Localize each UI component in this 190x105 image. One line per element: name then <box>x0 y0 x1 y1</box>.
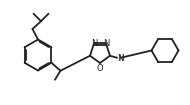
Text: N: N <box>103 39 109 48</box>
Text: H: H <box>119 54 124 63</box>
Text: N: N <box>91 39 97 48</box>
Text: O: O <box>97 64 103 73</box>
Text: N: N <box>117 54 124 63</box>
